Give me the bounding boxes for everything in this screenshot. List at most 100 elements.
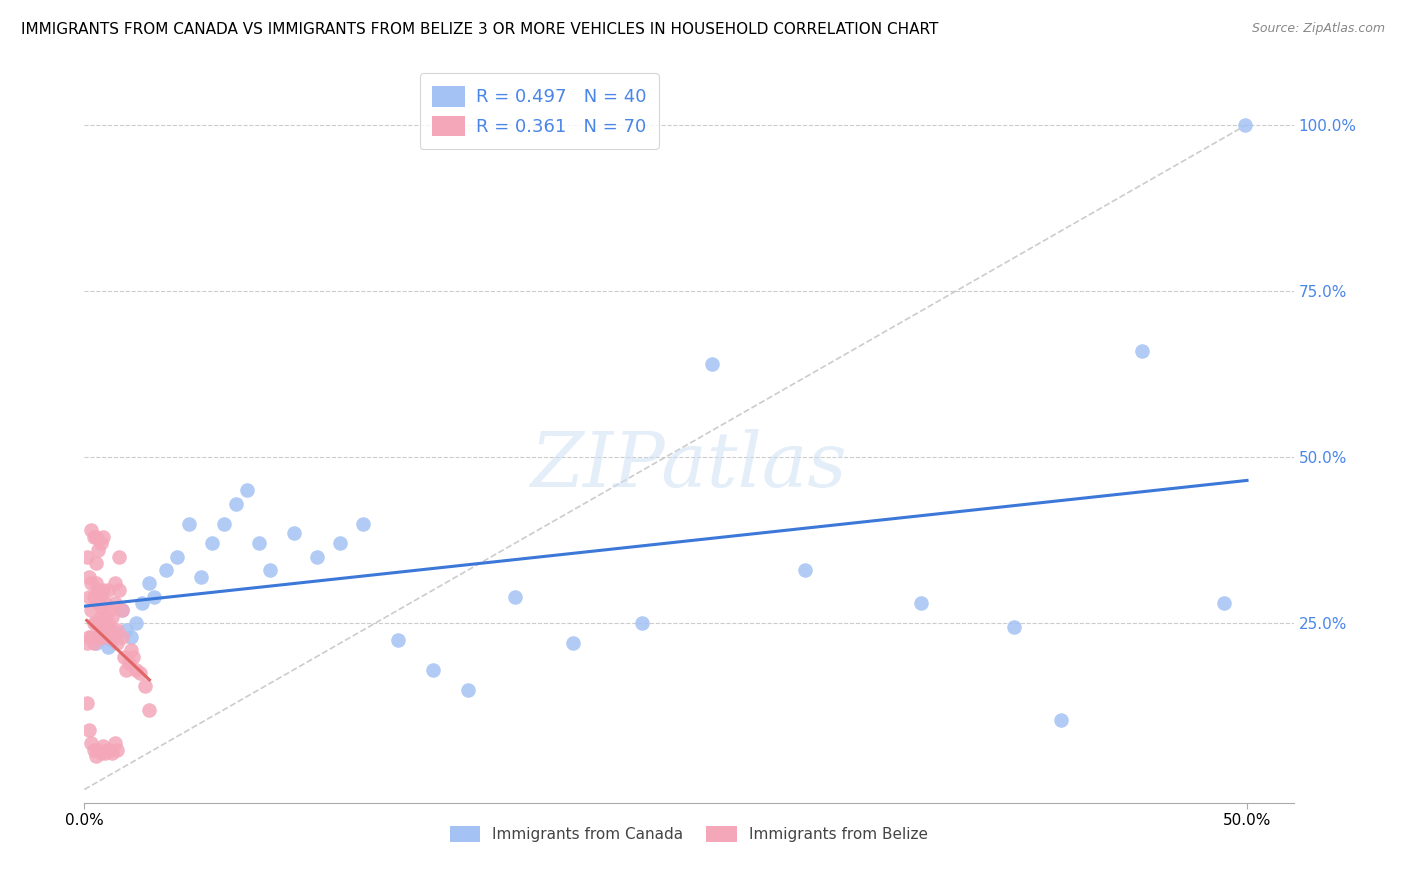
Point [1212, 596, 1234, 610]
Point [83, 530, 105, 544]
Point [77, 590, 100, 604]
Point [87, 582, 110, 597]
Point [101, 630, 124, 644]
Point [1132, 343, 1154, 358]
Point [457, 682, 479, 697]
Point [91, 630, 114, 644]
Point [97, 582, 120, 597]
Point [124, 663, 146, 677]
Point [97, 630, 120, 644]
Point [91, 630, 114, 644]
Point [631, 616, 654, 631]
Point [422, 663, 444, 677]
Point [84, 576, 107, 591]
Point [76, 549, 98, 564]
Point [503, 590, 526, 604]
Point [1233, 118, 1256, 132]
Point [84, 530, 107, 544]
Point [87, 543, 110, 558]
Point [97, 742, 120, 756]
Point [98, 623, 121, 637]
Point [101, 746, 124, 760]
Point [90, 536, 112, 550]
Point [117, 656, 139, 670]
Point [77, 630, 100, 644]
Point [84, 616, 107, 631]
Point [112, 649, 135, 664]
Point [120, 643, 142, 657]
Point [105, 623, 128, 637]
Text: Source: ZipAtlas.com: Source: ZipAtlas.com [1251, 22, 1385, 36]
Point [138, 576, 160, 591]
Point [101, 632, 124, 647]
Point [131, 596, 153, 610]
Point [201, 536, 224, 550]
Point [87, 742, 110, 756]
Point [110, 603, 132, 617]
Point [105, 626, 128, 640]
Point [84, 557, 107, 571]
Point [212, 516, 235, 531]
Point [77, 723, 100, 737]
Point [80, 523, 103, 537]
Point [110, 603, 132, 617]
Point [84, 749, 107, 764]
Point [91, 739, 114, 754]
Point [138, 703, 160, 717]
Point [115, 663, 138, 677]
Point [247, 536, 270, 550]
Point [104, 596, 127, 610]
Point [177, 516, 200, 531]
Point [115, 623, 138, 637]
Point [90, 623, 112, 637]
Point [80, 603, 103, 617]
Point [80, 630, 103, 644]
Point [90, 746, 112, 760]
Point [702, 357, 724, 371]
Point [91, 530, 114, 544]
Point [143, 590, 166, 604]
Point [83, 742, 105, 756]
Point [910, 596, 932, 610]
Point [134, 680, 156, 694]
Point [1004, 619, 1026, 633]
Point [77, 570, 100, 584]
Text: IMMIGRANTS FROM CANADA VS IMMIGRANTS FROM BELIZE 3 OR MORE VEHICLES IN HOUSEHOLD: IMMIGRANTS FROM CANADA VS IMMIGRANTS FRO… [21, 22, 938, 37]
Point [80, 736, 103, 750]
Point [87, 596, 110, 610]
Point [101, 609, 124, 624]
Point [108, 549, 131, 564]
Point [98, 603, 121, 617]
Point [98, 742, 121, 756]
Point [91, 603, 114, 617]
Point [166, 549, 188, 564]
Point [94, 609, 117, 624]
Point [387, 632, 409, 647]
Point [76, 696, 98, 710]
Point [94, 746, 117, 760]
Point [105, 742, 128, 756]
Point [352, 516, 374, 531]
Point [122, 649, 145, 664]
Point [94, 623, 117, 637]
Point [110, 630, 132, 644]
Point [97, 616, 120, 631]
Point [283, 526, 305, 541]
Point [794, 563, 817, 577]
Point [155, 563, 177, 577]
Point [236, 483, 259, 498]
Legend: Immigrants from Canada, Immigrants from Belize: Immigrants from Canada, Immigrants from … [441, 819, 936, 850]
Point [87, 630, 110, 644]
Point [90, 609, 112, 624]
Point [80, 576, 103, 591]
Point [108, 582, 131, 597]
Point [83, 590, 105, 604]
Point [329, 536, 352, 550]
Point [105, 636, 128, 650]
Point [90, 590, 112, 604]
Point [83, 636, 105, 650]
Point [1050, 713, 1073, 727]
Point [84, 636, 107, 650]
Point [561, 636, 583, 650]
Point [305, 549, 328, 564]
